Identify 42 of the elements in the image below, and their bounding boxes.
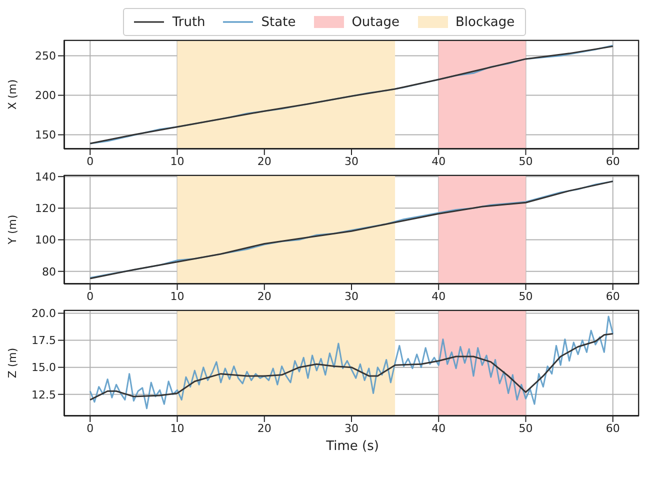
x-tick-label: 0 — [86, 422, 94, 435]
x-tick-label: 30 — [344, 422, 358, 435]
legend-label: State — [261, 14, 296, 30]
y-tick-label: 100 — [35, 234, 56, 247]
x-tick-label: 40 — [432, 422, 446, 435]
x-tick-label: 0 — [86, 290, 94, 303]
x-tick-label: 10 — [170, 422, 184, 435]
x-tick-label: 20 — [257, 290, 272, 303]
y-tick-label: 140 — [35, 170, 56, 184]
x-tick-label: 50 — [518, 422, 533, 435]
x-tick-label: 10 — [170, 154, 184, 168]
x-tick-label: 10 — [170, 290, 184, 303]
legend-label: Blockage — [456, 14, 515, 30]
x-tick-label: 50 — [518, 154, 533, 168]
x-tick-label: 20 — [257, 154, 272, 168]
y-tick-label: 80 — [42, 265, 56, 278]
x-tick-label: 30 — [344, 154, 358, 168]
line-series — [89, 333, 614, 401]
x-tick-label: 60 — [606, 154, 620, 168]
y-tick-label: 20.0 — [32, 307, 56, 320]
x-tick-label: 20 — [257, 422, 272, 435]
x-tick-label: 60 — [606, 422, 620, 435]
y-tick-label: 12.5 — [32, 388, 56, 402]
x-tick-label: 60 — [606, 290, 620, 303]
x-axis-title: Time (s) — [325, 438, 380, 456]
x-tick-label: 30 — [344, 290, 358, 303]
y-axis-title: X (m) — [6, 79, 19, 110]
legend-label: Truth — [172, 14, 206, 30]
y-tick-label: 150 — [35, 128, 56, 142]
y-axis-title: Z (m) — [6, 348, 19, 378]
y-tick-label: 17.5 — [32, 334, 56, 348]
x-tick-label: 50 — [518, 290, 533, 303]
y-tick-label: 250 — [35, 50, 56, 63]
y-tick-label: 120 — [35, 202, 56, 216]
legend-label: Outage — [352, 14, 400, 30]
line-series — [89, 316, 614, 410]
x-tick-label: 0 — [86, 154, 94, 168]
y-tick-label: 200 — [35, 89, 56, 102]
y-tick-label: 15.0 — [32, 361, 56, 374]
x-tick-label: 40 — [432, 290, 446, 303]
y-axis-title: Y (m) — [6, 214, 19, 246]
x-tick-label: 40 — [432, 154, 446, 168]
